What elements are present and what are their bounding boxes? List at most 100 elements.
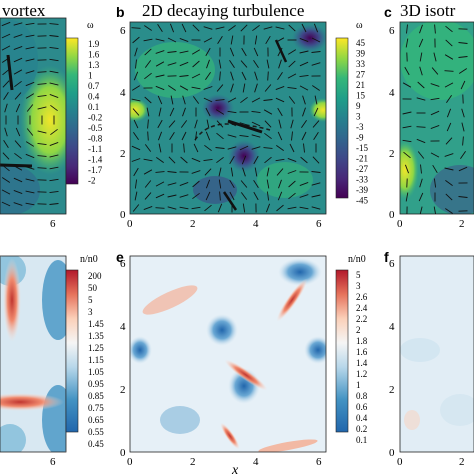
velocity-arrow [311,182,321,186]
cb-d-label: 0.45 [88,439,104,449]
velocity-arrow [13,57,23,63]
velocity-arrow [26,128,34,136]
cb-e-label: 0.4 [356,413,368,423]
panel-f-ytick: 2 [389,384,395,396]
velocity-arrow [37,94,47,98]
velocity-arrow [227,146,237,150]
velocity-arrow [167,37,177,43]
colorbar-a-labels: 1.9 1.6 1.3 1 0.7 0.4 0.1 -0.2 -0.5 -0.8… [88,39,103,186]
cb-b-label: 33 [356,59,366,69]
velocity-arrow [144,180,152,188]
velocity-arrow [25,190,35,194]
panel-e-ytick: 6 [120,258,126,270]
panel-c-ytick: 2 [389,148,395,160]
panel-e-ytick: 4 [120,321,126,333]
velocity-arrow [432,164,438,174]
velocity-arrow [155,181,165,187]
velocity-arrow [253,191,259,201]
velocity-arrow [49,141,59,147]
velocity-arrow [303,143,305,153]
cb-b-label: -33 [356,175,368,185]
velocity-arrow [167,62,177,66]
velocity-arrow [25,178,35,182]
velocity-arrow [461,122,465,132]
velocity-arrow [14,92,22,100]
velocity-arrow [155,207,165,209]
cb-b-label: -15 [356,143,368,153]
velocity-arrow [191,86,201,90]
panel-b-xticks: 0 2 4 6 [127,218,322,230]
colorbar-density-a [65,269,79,433]
velocity-arrow [37,130,47,134]
velocity-arrow [205,191,211,201]
velocity-arrow [134,179,138,189]
velocity-arrow [180,156,188,164]
cb-b-label: -3 [356,122,364,132]
velocity-arrow [446,108,452,118]
velocity-arrow [133,167,139,177]
velocity-arrow [132,204,140,212]
velocity-arrow [216,156,224,164]
velocity-arrow [25,166,35,170]
cb-e-label: 3 [356,281,361,291]
velocity-arrow [49,82,59,86]
velocity-arrow [251,121,261,127]
panel-b-xtick: 0 [127,218,133,230]
velocity-arrow [168,85,176,91]
velocity-arrow [49,70,59,74]
velocity-arrow [3,91,9,101]
velocity-arrow [313,23,319,33]
velocity-arrow [1,33,11,39]
velocity-arrow [3,139,9,149]
velocity-arrow [158,107,162,117]
velocity-arrow [265,203,271,213]
velocity-arrow [239,122,249,126]
velocity-arrow [277,47,283,57]
velocity-arrow [1,189,11,195]
colorbar-density-b [335,269,349,433]
velocity-arrow [402,139,412,143]
velocity-arrow [229,179,235,189]
velocity-arrow [203,26,213,30]
velocity-arrow [147,131,149,141]
velocity-arrow [180,120,188,128]
velocity-arrow [192,180,200,188]
velocity-arrow [168,156,176,164]
velocity-arrow [227,134,237,138]
velocity-arrow [215,26,225,30]
panel-d-density-field [0,256,66,452]
velocity-arrow [277,107,283,117]
velocity-arrow [37,142,47,146]
velocity-arrow [192,96,200,104]
velocity-arrow [49,58,59,62]
velocity-arrow [170,95,174,105]
cb-a-label: 0.1 [88,102,99,112]
velocity-arrow [431,67,439,75]
panel-e-xtick: 2 [190,456,196,468]
panel-f-xtick: 2 [459,456,465,468]
velocity-arrow [288,24,296,32]
velocity-arrow [241,155,247,165]
velocity-arrow [25,93,35,99]
velocity-arrow [179,181,189,187]
velocity-arrow [288,192,296,200]
velocity-arrow [157,95,163,105]
cb-d-label: 3 [88,307,93,317]
velocity-arrow [203,158,213,162]
cb-a-label: -1.4 [88,155,103,165]
cb-e-label: 1.6 [356,347,368,357]
cb-e-label: 1.4 [356,358,368,368]
velocity-arrow [287,49,297,55]
velocity-arrow [445,193,453,201]
velocity-arrow [144,60,152,68]
velocity-arrow [13,34,23,38]
cb-b-label: -9 [356,133,364,143]
velocity-arrow [50,128,58,136]
panel-e-xticks: 0 2 4 6 [127,456,322,468]
cb-b-label: -21 [356,154,368,164]
velocity-arrow [419,52,423,62]
velocity-arrow [206,59,210,69]
colorbar-d-title: n/n0 [80,254,98,265]
velocity-arrow [405,38,409,48]
velocity-arrow [179,85,189,91]
